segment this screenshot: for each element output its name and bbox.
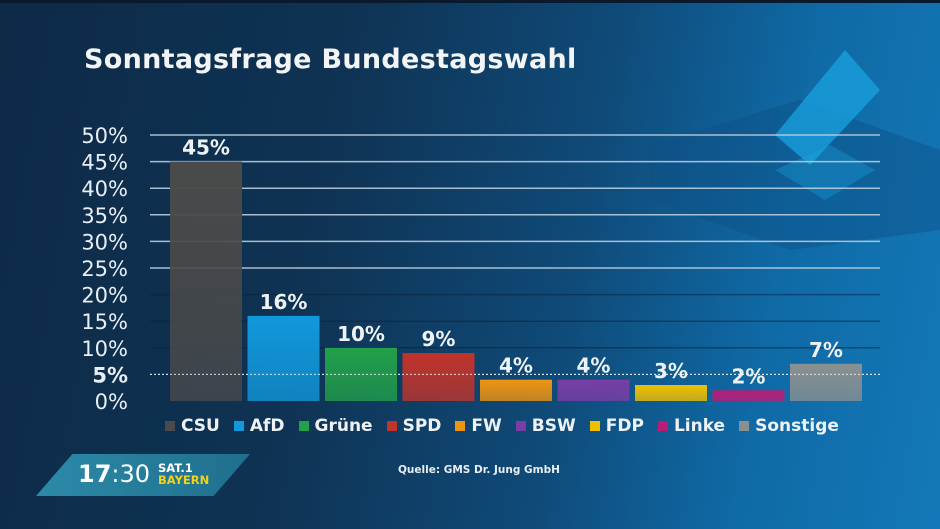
legend-label: SPD (402, 416, 442, 436)
chart-legend: CSU AfD Grüne SPD FW BSW FDP Linke Sonstige (165, 416, 853, 436)
y-tick-label: 0% (95, 390, 128, 414)
y-tick-label: 20% (81, 284, 128, 308)
broadcast-bug: 17:30 SAT.1 BAYERN (36, 454, 250, 496)
channel-logo: SAT.1 BAYERN (158, 462, 209, 486)
legend-swatch (233, 421, 244, 431)
legend-swatch (298, 421, 309, 431)
time-hours: 17 (78, 460, 112, 488)
bar-linke (712, 390, 785, 401)
legend-swatch (657, 421, 668, 431)
legend-label: AfD (249, 416, 285, 436)
ballot-box-background-image (650, 50, 940, 250)
bar-bsw (557, 379, 630, 401)
time-minutes: 30 (119, 460, 151, 488)
legend-label: FDP (605, 416, 644, 436)
legend-item-grüne: Grüne (298, 416, 373, 436)
legend-item-linke: Linke (657, 416, 726, 436)
source-note: Quelle: GMS Dr. Jung GmbH (398, 464, 560, 476)
bar-fw (480, 379, 552, 401)
legend-item-spd: SPD (386, 416, 442, 436)
y-tick-label: 50% (81, 124, 128, 148)
broadcast-bug-background (36, 454, 250, 496)
time-separator: : (111, 460, 120, 488)
top-border (0, 0, 940, 3)
legend-item-fdp: FDP (589, 416, 644, 436)
y-tick-label: 25% (81, 257, 128, 281)
value-label-afd: 16% (260, 290, 308, 314)
legend-swatch (455, 421, 466, 431)
chart-title: Sonntagsfrage Bundestagswahl (84, 44, 577, 75)
value-label-bsw: 4% (577, 354, 611, 378)
value-label-csu: 45% (182, 136, 230, 160)
legend-item-bsw: BSW (515, 416, 576, 436)
legend-label: Grüne (314, 416, 373, 436)
y-tick-label: 30% (81, 230, 128, 254)
broadcast-time: 17:30 (78, 460, 150, 488)
value-label-fdp: 3% (654, 359, 688, 383)
bar-afd (247, 315, 320, 401)
value-label-fw: 4% (499, 354, 533, 378)
y-tick-label: 35% (81, 204, 128, 228)
bar-fdp (635, 385, 707, 401)
bar-spd (402, 353, 475, 401)
legend-label: Linke (673, 416, 726, 436)
y-tick-label: 15% (81, 310, 128, 334)
legend-swatch (589, 421, 600, 431)
bar-grüne (325, 347, 397, 401)
legend-swatch (515, 421, 526, 431)
value-label-sonstige: 7% (809, 338, 843, 362)
legend-swatch (386, 421, 397, 431)
y-tick-label: 5% (92, 363, 128, 387)
legend-label: FW (471, 416, 502, 436)
value-label-linke: 2% (732, 364, 766, 388)
y-tick-label: 10% (81, 337, 128, 361)
legend-label: Sonstige (755, 416, 839, 436)
legend-label: BSW (531, 416, 576, 436)
y-tick-label: 40% (81, 177, 128, 201)
legend-label: CSU (181, 416, 220, 436)
channel-region: BAYERN (158, 473, 210, 487)
value-label-spd: 9% (422, 327, 456, 351)
legend-swatch (739, 421, 750, 431)
legend-item-fw: FW (455, 416, 502, 436)
channel-name: SAT.1 (158, 461, 193, 475)
y-tick-label: 45% (81, 151, 128, 175)
legend-item-sonstige: Sonstige (739, 416, 839, 436)
bar-csu (170, 161, 242, 401)
value-label-grüne: 10% (337, 322, 385, 346)
legend-swatch (165, 421, 175, 431)
legend-item-afd: AfD (233, 416, 285, 436)
legend-item-csu: CSU (165, 416, 220, 436)
bar-sonstige (790, 363, 862, 401)
